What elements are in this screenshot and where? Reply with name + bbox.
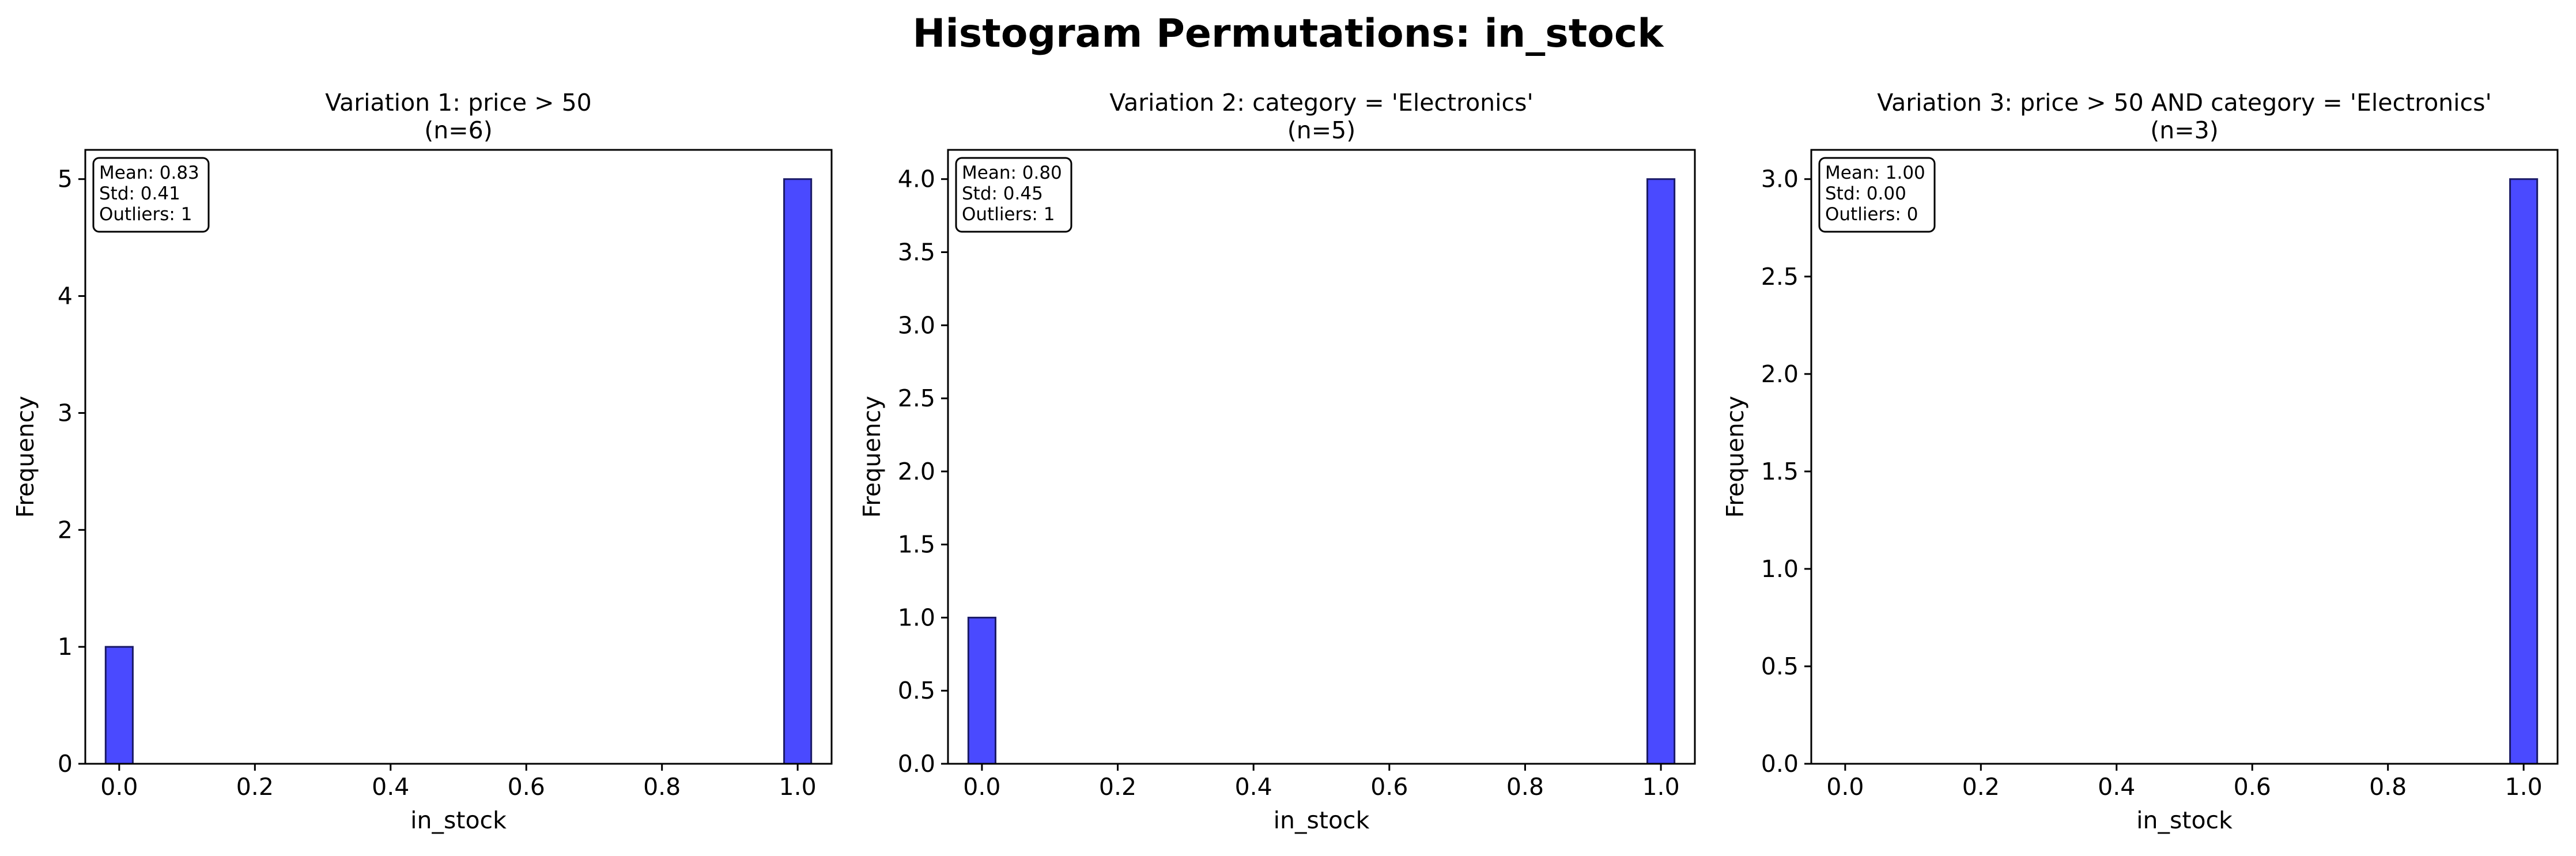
- x-tick-label: 1.0: [1642, 773, 1679, 801]
- y-axis-label: Frequency: [12, 396, 39, 518]
- x-tick-label: 0.0: [1826, 773, 1864, 801]
- y-tick-label: 1.5: [898, 531, 935, 559]
- y-tick-label: 4.0: [898, 165, 935, 193]
- x-tick-label: 0.6: [2234, 773, 2271, 801]
- x-tick-label: 0.4: [372, 773, 409, 801]
- subplot-sample-size: (n=6): [424, 116, 492, 144]
- stats-box: [92, 157, 210, 233]
- y-axis-label: Frequency: [858, 396, 886, 518]
- histogram-bar: [783, 178, 813, 765]
- subplot-sample-size: (n=5): [1287, 116, 1355, 144]
- y-tick-label: 2.5: [1761, 263, 1799, 291]
- subplot-title: Variation 3: price > 50 AND category = '…: [1877, 89, 2491, 116]
- histogram-bar: [967, 616, 996, 765]
- figure-title: Histogram Permutations: in_stock: [912, 11, 1664, 56]
- subplot-2: Variation 2: category = 'Electronics'(n=…: [858, 89, 1696, 834]
- stats-line: Mean: 0.83: [99, 163, 199, 183]
- x-tick-label: 0.8: [1506, 773, 1544, 801]
- y-tick-label: 5: [58, 165, 73, 193]
- x-tick-label: 0.2: [1962, 773, 2000, 801]
- y-tick-label: 0.0: [1761, 750, 1799, 778]
- y-tick-label: 1: [58, 633, 73, 661]
- stats-line: Std: 0.45: [962, 183, 1043, 204]
- stats-line: Outliers: 1: [962, 204, 1055, 225]
- y-tick-label: 0.0: [898, 750, 935, 778]
- x-tick-label: 0.8: [2369, 773, 2407, 801]
- x-tick-label: 0.6: [508, 773, 545, 801]
- subplot-3: Variation 3: price > 50 AND category = '…: [1721, 89, 2559, 834]
- y-tick-label: 4: [58, 282, 73, 310]
- y-tick-label: 0: [58, 750, 73, 778]
- x-tick-label: 0.4: [1235, 773, 1272, 801]
- stats-line: Std: 0.41: [99, 183, 180, 204]
- subplot-1: Variation 1: price > 50(n=6) 0.0 0.2 0.4 0.6…: [12, 89, 833, 834]
- subplot-title: Variation 2: category = 'Electronics': [1109, 89, 1533, 116]
- x-axis-label: in_stock: [410, 806, 507, 834]
- x-tick-label: 1.0: [2505, 773, 2543, 801]
- y-tick-label: 2.0: [898, 458, 935, 485]
- y-tick-label: 2.0: [1761, 360, 1799, 388]
- stats-box: [955, 157, 1072, 233]
- y-tick-label: 1.0: [898, 604, 935, 631]
- y-tick-label: 1.5: [1761, 458, 1799, 485]
- y-tick-label: 3.5: [898, 239, 935, 266]
- histogram-bar: [104, 646, 134, 765]
- stats-line: Std: 0.00: [1825, 183, 1906, 204]
- y-tick-label: 3: [58, 399, 73, 427]
- stats-line: Mean: 0.80: [962, 163, 1062, 183]
- histogram-bar: [2509, 178, 2539, 765]
- x-tick-label: 0.2: [1099, 773, 1136, 801]
- y-tick-label: 0.5: [898, 677, 935, 704]
- stats-line: Outliers: 0: [1825, 204, 1918, 225]
- stats-line: Mean: 1.00: [1825, 163, 1925, 183]
- y-tick-label: 2: [58, 516, 73, 544]
- x-tick-label: 0.8: [643, 773, 681, 801]
- axes-frame: [84, 149, 833, 765]
- stats-line: Outliers: 1: [99, 204, 192, 225]
- y-tick-label: 1.0: [1761, 555, 1799, 583]
- subplot-sample-size: (n=3): [2150, 116, 2218, 144]
- x-tick-label: 0.4: [2098, 773, 2135, 801]
- y-tick-label: 3.0: [1761, 165, 1799, 193]
- x-tick-label: 0.0: [100, 773, 138, 801]
- y-tick-label: 3.0: [898, 311, 935, 339]
- x-tick-label: 0.2: [236, 773, 274, 801]
- subplot-title: Variation 1: price > 50: [325, 89, 592, 116]
- x-axis-label: in_stock: [2136, 806, 2233, 834]
- x-tick-label: 1.0: [779, 773, 817, 801]
- y-axis-label: Frequency: [1721, 396, 1749, 518]
- y-tick-label: 0.5: [1761, 653, 1799, 680]
- x-tick-label: 0.6: [1370, 773, 1408, 801]
- x-axis-label: in_stock: [1274, 806, 1370, 834]
- y-tick-label: 2.5: [898, 384, 935, 412]
- axes-frame: [1810, 149, 2559, 765]
- axes-frame: [947, 149, 1696, 765]
- stats-box: [1818, 157, 1936, 233]
- x-tick-label: 0.0: [963, 773, 1000, 801]
- histogram-bar: [1646, 178, 1676, 765]
